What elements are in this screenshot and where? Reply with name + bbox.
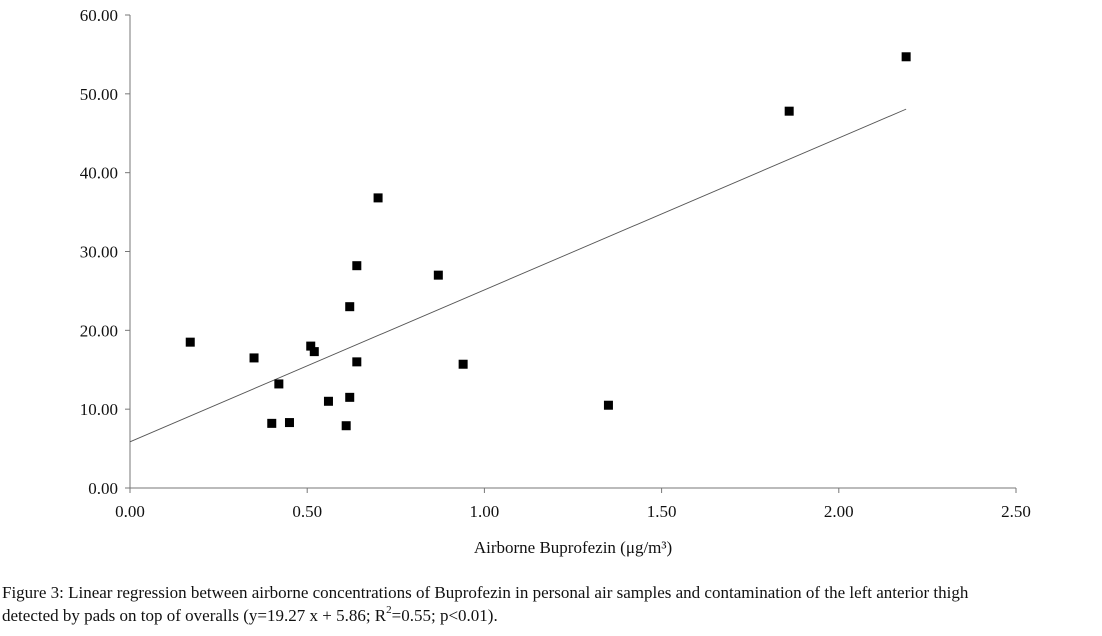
x-tick-label: 1.00 — [470, 502, 500, 521]
data-point — [341, 421, 351, 431]
data-point — [373, 193, 383, 203]
x-tick-label: 0.00 — [115, 502, 145, 521]
data-points — [185, 52, 911, 431]
data-point — [306, 341, 316, 351]
data-point — [352, 261, 362, 271]
caption-line-1: Figure 3: Linear regression between airb… — [2, 581, 1102, 604]
trendline-layer — [129, 108, 907, 443]
y-tick-label: 0.00 — [88, 479, 118, 498]
caption-line-2: detected by pads on top of overalls (y=1… — [2, 604, 1102, 627]
x-tick-label: 2.50 — [1001, 502, 1031, 521]
y-tick-label: 10.00 — [80, 400, 118, 419]
y-tick-label: 30.00 — [80, 243, 118, 262]
data-point — [433, 270, 443, 280]
data-point — [267, 418, 277, 428]
y-tick-label: 50.00 — [80, 85, 118, 104]
data-point — [901, 52, 911, 62]
data-point — [274, 379, 284, 389]
axes: 0.00 10.00 20.00 30.00 40.00 50.00 60.00 0.00 0.… — [80, 6, 1031, 521]
caption-text-2a: detected by pads on top of overalls (y=1… — [2, 606, 387, 625]
data-point — [185, 337, 195, 347]
caption-superscript: 2 — [386, 604, 392, 617]
data-point — [323, 396, 333, 406]
data-point — [352, 357, 362, 367]
data-point — [345, 392, 355, 402]
data-point — [284, 418, 294, 428]
caption-text-2b: =0.55; p<0.01). — [391, 606, 498, 625]
caption-text-1: Linear regression between airborne conce… — [63, 583, 969, 602]
x-tick-label: 2.00 — [824, 502, 854, 521]
y-tick-label: 60.00 — [80, 6, 118, 25]
regression-trendline — [129, 108, 907, 443]
caption-label: Figure 3: — [2, 583, 64, 602]
y-tick-label: 20.00 — [80, 321, 118, 340]
data-point — [345, 302, 355, 312]
data-point — [603, 400, 613, 410]
data-point — [249, 353, 259, 363]
x-axis-title: Airborne Buprofezin (μg/m³) — [474, 538, 672, 557]
scatter-chart: 0.00 10.00 20.00 30.00 40.00 50.00 60.00 0.00 0.… — [80, 6, 1031, 557]
data-point — [458, 359, 468, 369]
x-tick-label: 0.50 — [292, 502, 322, 521]
data-point — [784, 106, 794, 116]
figure-caption: Figure 3: Linear regression between airb… — [2, 581, 1102, 627]
x-tick-label: 1.50 — [647, 502, 677, 521]
chart-svg: 0.00 10.00 20.00 30.00 40.00 50.00 60.00 0.00 0.… — [80, 6, 1031, 557]
y-tick-label: 40.00 — [80, 164, 118, 183]
data-point — [309, 347, 319, 357]
